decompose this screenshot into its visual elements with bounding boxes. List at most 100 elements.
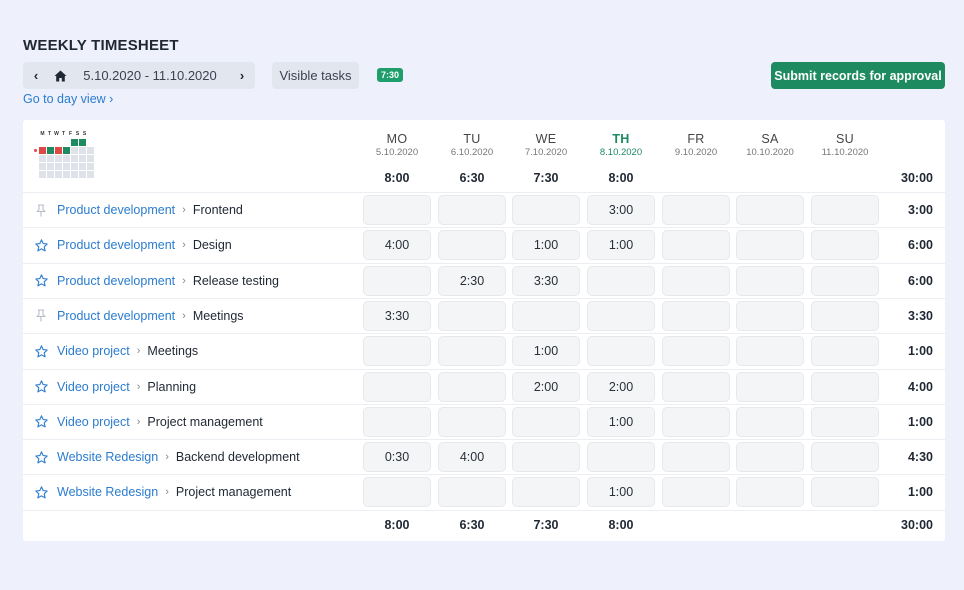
time-cell[interactable]: [438, 336, 506, 367]
time-cell[interactable]: [587, 442, 655, 473]
mini-calendar-cell[interactable]: [79, 147, 86, 154]
time-cell[interactable]: [363, 371, 431, 402]
mini-calendar-cell[interactable]: [87, 171, 94, 178]
time-cell[interactable]: [811, 336, 879, 367]
project-link[interactable]: Video project: [57, 344, 130, 359]
star-icon[interactable]: [35, 450, 57, 464]
time-cell[interactable]: 1:00: [587, 230, 655, 261]
time-cell[interactable]: [811, 195, 879, 225]
pin-icon[interactable]: [35, 203, 57, 217]
time-cell[interactable]: [811, 300, 879, 331]
project-link[interactable]: Product development: [57, 203, 176, 217]
time-cell[interactable]: [438, 406, 506, 437]
mini-calendar-cell[interactable]: [55, 155, 62, 162]
project-link[interactable]: Video project: [57, 379, 130, 394]
time-cell[interactable]: 2:00: [512, 371, 580, 402]
time-cell[interactable]: 3:00: [587, 195, 655, 225]
time-cell[interactable]: [736, 336, 804, 367]
time-cell[interactable]: [736, 195, 804, 225]
time-cell[interactable]: 0:30: [363, 442, 431, 473]
time-cell[interactable]: [736, 442, 804, 473]
mini-calendar-cell[interactable]: [47, 147, 54, 154]
time-cell[interactable]: 4:00: [363, 230, 431, 261]
day-header-we[interactable]: WE 7.10.2020: [509, 132, 583, 158]
mini-calendar-cell[interactable]: [87, 163, 94, 170]
time-cell[interactable]: [438, 300, 506, 331]
time-cell[interactable]: [512, 442, 580, 473]
mini-calendar-cell[interactable]: [55, 171, 62, 178]
day-header-mo[interactable]: MO 5.10.2020: [360, 132, 434, 158]
time-cell[interactable]: 2:00: [587, 371, 655, 402]
project-link[interactable]: Product development: [57, 308, 176, 323]
project-link[interactable]: Video project: [57, 414, 130, 429]
time-cell[interactable]: [662, 336, 730, 367]
day-header-fr[interactable]: FR 9.10.2020: [659, 132, 733, 158]
mini-calendar-cell[interactable]: [39, 171, 46, 178]
mini-calendar-cell[interactable]: [63, 155, 70, 162]
time-cell[interactable]: [662, 230, 730, 261]
mini-calendar-cell[interactable]: [55, 163, 62, 170]
project-link[interactable]: Product development: [57, 273, 176, 288]
mini-calendar-cell[interactable]: [79, 163, 86, 170]
day-header-su[interactable]: SU 11.10.2020: [808, 132, 882, 158]
mini-calendar-cell[interactable]: [71, 163, 78, 170]
star-icon[interactable]: [35, 380, 57, 393]
project-link[interactable]: Website Redesign: [57, 450, 159, 465]
time-cell[interactable]: [662, 265, 730, 296]
time-cell[interactable]: [587, 336, 655, 367]
time-cell[interactable]: 4:00: [438, 442, 506, 473]
time-cell[interactable]: [512, 300, 580, 331]
time-cell[interactable]: [736, 300, 804, 331]
time-cell[interactable]: 2:30: [438, 265, 506, 296]
time-cell[interactable]: [662, 406, 730, 437]
time-cell[interactable]: [512, 195, 580, 225]
time-cell[interactable]: [662, 442, 730, 473]
time-cell[interactable]: [811, 230, 879, 261]
project-link[interactable]: Product development: [57, 238, 176, 253]
pin-icon[interactable]: [35, 309, 57, 322]
star-icon[interactable]: [35, 486, 57, 499]
mini-calendar-cell[interactable]: [79, 139, 86, 146]
mini-calendar-cell[interactable]: [47, 155, 54, 162]
mini-calendar-cell[interactable]: [47, 163, 54, 170]
star-icon[interactable]: [35, 344, 57, 358]
time-cell[interactable]: 1:00: [512, 336, 580, 367]
star-icon[interactable]: [35, 239, 57, 252]
mini-calendar-cell[interactable]: [39, 163, 46, 170]
time-cell[interactable]: [438, 230, 506, 261]
time-cell[interactable]: [587, 265, 655, 296]
project-link[interactable]: Website Redesign: [57, 485, 159, 500]
mini-calendar-cell[interactable]: [79, 171, 86, 178]
time-cell[interactable]: [736, 477, 804, 508]
time-cell[interactable]: [811, 406, 879, 437]
time-cell[interactable]: [736, 230, 804, 261]
time-cell[interactable]: 1:00: [587, 477, 655, 508]
time-cell[interactable]: 1:00: [512, 230, 580, 261]
time-cell[interactable]: [811, 442, 879, 473]
mini-calendar-cell[interactable]: [55, 147, 62, 154]
day-view-link[interactable]: Go to day view ›: [23, 92, 114, 106]
time-cell[interactable]: 3:30: [512, 265, 580, 296]
mini-calendar-cell[interactable]: [39, 155, 46, 162]
time-cell[interactable]: [811, 265, 879, 296]
mini-calendar-cell[interactable]: [71, 155, 78, 162]
submit-approval-button[interactable]: Submit records for approval: [771, 62, 945, 89]
time-cell[interactable]: [438, 195, 506, 225]
time-cell[interactable]: [587, 300, 655, 331]
time-cell[interactable]: [363, 195, 431, 225]
mini-calendar-cell[interactable]: [63, 163, 70, 170]
time-cell[interactable]: [662, 195, 730, 225]
next-week-button[interactable]: ›: [239, 68, 245, 83]
star-icon[interactable]: [35, 274, 57, 287]
time-cell[interactable]: [512, 477, 580, 508]
time-cell[interactable]: [662, 477, 730, 508]
mini-calendar-cell[interactable]: [79, 155, 86, 162]
time-cell[interactable]: [363, 265, 431, 296]
mini-calendar-cell[interactable]: [87, 155, 94, 162]
time-cell[interactable]: [662, 371, 730, 402]
time-cell[interactable]: [662, 300, 730, 331]
time-cell[interactable]: [811, 477, 879, 508]
mini-calendar-cell[interactable]: [63, 147, 70, 154]
mini-calendar-cell[interactable]: [71, 171, 78, 178]
